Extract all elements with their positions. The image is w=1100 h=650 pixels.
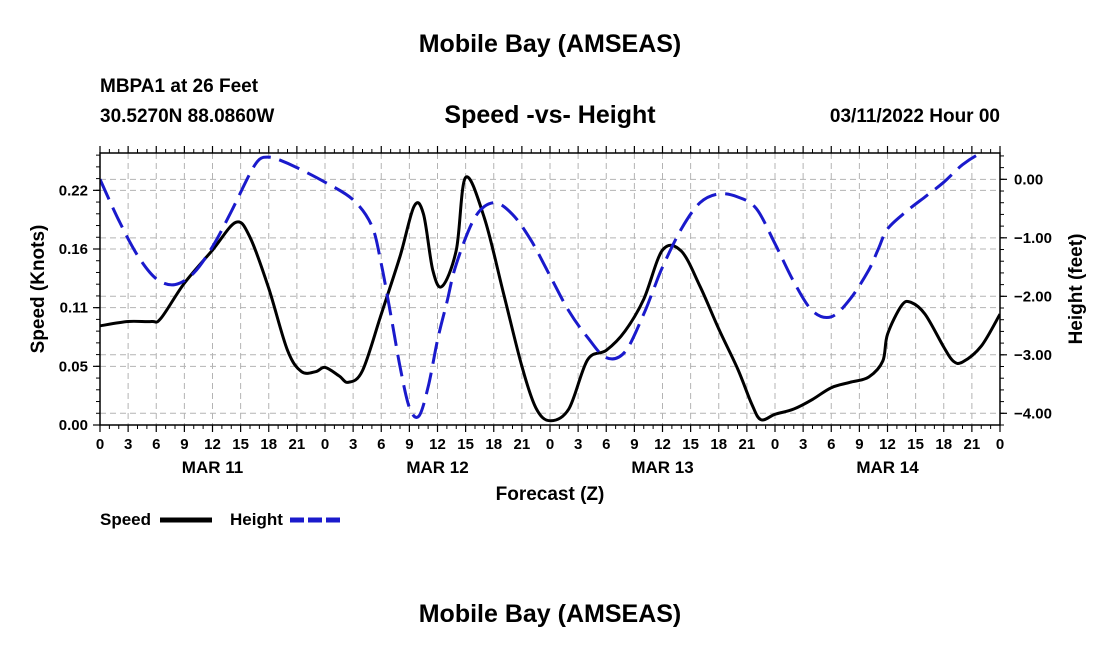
x-tick-label: 12 xyxy=(879,436,896,453)
y-tick-label-right: −4.00 xyxy=(1014,405,1052,422)
y-tick-label-left: 0.05 xyxy=(59,358,88,375)
y-axis-title-left: Speed (Knots) xyxy=(28,225,49,354)
x-tick-label: 18 xyxy=(710,436,727,453)
x-tick-label: 6 xyxy=(602,436,610,453)
y-tick-label-right: −3.00 xyxy=(1014,347,1052,364)
x-tick-label: 9 xyxy=(630,436,638,453)
x-tick-label: 6 xyxy=(377,436,385,453)
date-label: MAR 11 xyxy=(182,458,243,477)
y-axis-title-right: Height (feet) xyxy=(1066,234,1087,345)
x-tick-label: 21 xyxy=(739,436,756,453)
y-tick-label-left: 0.22 xyxy=(59,182,88,199)
x-tick-label: 0 xyxy=(96,436,104,453)
x-tick-label: 15 xyxy=(457,436,474,453)
page-title: Mobile Bay (AMSEAS) xyxy=(418,30,682,58)
date-label: MAR 13 xyxy=(631,458,693,477)
x-axis-title: Forecast (Z) xyxy=(496,484,605,505)
x-tick-label: 6 xyxy=(152,436,160,453)
date-label: MAR 14 xyxy=(856,458,919,477)
x-tick-label: 18 xyxy=(935,436,952,453)
x-tick-label: 3 xyxy=(574,436,582,453)
x-tick-label: 3 xyxy=(799,436,807,453)
series-line-height xyxy=(100,153,986,419)
x-tick-label: 0 xyxy=(771,436,779,453)
y-tick-label-left: 0.11 xyxy=(60,300,88,317)
x-tick-label: 15 xyxy=(232,436,249,453)
forecast-datetime: 03/11/2022 Hour 00 xyxy=(829,106,1000,127)
x-tick-label: 9 xyxy=(855,436,863,453)
legend-label-height: Height xyxy=(230,510,283,529)
x-tick-label: 0 xyxy=(996,436,1004,453)
chart-subtitle: Speed -vs- Height xyxy=(444,101,656,129)
y-tick-label-right: −2.00 xyxy=(1014,288,1052,305)
x-tick-label: 18 xyxy=(485,436,502,453)
date-label: MAR 12 xyxy=(406,458,468,477)
x-tick-label: 15 xyxy=(682,436,699,453)
y-tick-label-right: −1.00 xyxy=(1014,230,1052,247)
x-tick-label: 0 xyxy=(321,436,329,453)
x-tick-label: 21 xyxy=(514,436,531,453)
x-tick-label: 6 xyxy=(827,436,835,453)
x-tick-label: 21 xyxy=(289,436,306,453)
page-title-repeat: Mobile Bay (AMSEAS) xyxy=(418,600,682,628)
chart-grid xyxy=(100,153,1000,425)
y-tick-label-right: 0.00 xyxy=(1014,171,1043,188)
series-line-speed xyxy=(100,175,1000,423)
x-tick-label: 0 xyxy=(546,436,554,453)
x-tick-label: 3 xyxy=(124,436,132,453)
station-label: MBPA1 at 26 Feet xyxy=(100,76,259,97)
x-tick-label: 12 xyxy=(204,436,221,453)
x-tick-label: 9 xyxy=(405,436,413,453)
x-tick-label: 12 xyxy=(654,436,671,453)
chart-legend: Speed Height xyxy=(100,510,342,529)
x-tick-label: 18 xyxy=(260,436,277,453)
chart-series xyxy=(100,153,1000,423)
x-tick-label: 3 xyxy=(349,436,357,453)
x-tick-label: 12 xyxy=(429,436,446,453)
x-tick-label: 21 xyxy=(964,436,981,453)
x-tick-label: 15 xyxy=(907,436,924,453)
x-tick-label: 9 xyxy=(180,436,188,453)
chart-axes xyxy=(93,146,1007,432)
y-tick-label-left: 0.16 xyxy=(59,241,88,258)
legend-label-speed: Speed xyxy=(100,510,151,529)
y-tick-label-left: 0.00 xyxy=(59,417,88,434)
chart-labels: 0 3 6 9 12 15 18 21 0 3 6 9 12 15 18 21 0 3 6 9 12 15 18 21 0 3 6 9… xyxy=(28,171,1087,505)
coordinates-label: 30.5270N 88.0860W xyxy=(100,106,275,127)
